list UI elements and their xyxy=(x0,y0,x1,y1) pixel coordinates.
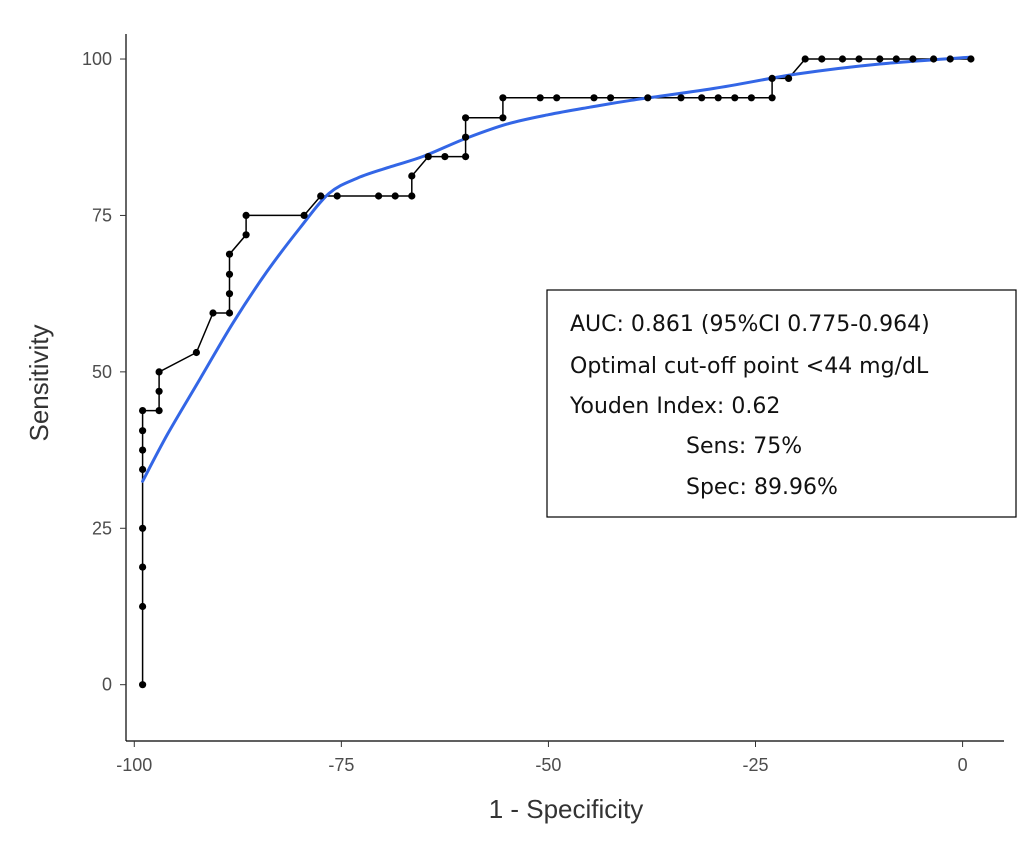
smoothed-roc-curve xyxy=(141,55,973,483)
roc-point xyxy=(300,211,308,219)
roc-point xyxy=(714,94,722,102)
roc-point xyxy=(391,192,399,200)
roc-point xyxy=(698,94,706,102)
roc-point xyxy=(139,563,147,571)
roc-point xyxy=(225,309,234,317)
y-tick-label: 0 xyxy=(102,675,112,695)
roc-point xyxy=(553,94,561,102)
x-tick-label: -25 xyxy=(743,755,769,775)
annotation-auc: AUC: 0.861 (95%CI 0.775-0.964) xyxy=(570,312,930,337)
roc-point xyxy=(139,407,147,415)
x-tick-label: -75 xyxy=(328,755,354,775)
roc-point xyxy=(225,290,234,298)
roc-point xyxy=(855,55,863,63)
x-axis-title: 1 - Specificity xyxy=(489,794,644,824)
roc-point xyxy=(242,231,250,239)
annotation-box: AUC: 0.861 (95%CI 0.775-0.964) Optimal c… xyxy=(546,289,1017,518)
roc-point xyxy=(424,153,432,161)
roc-point xyxy=(139,446,147,454)
x-tick-label: 0 xyxy=(958,755,968,775)
roc-point xyxy=(225,250,234,258)
roc-point xyxy=(747,94,756,102)
roc-point xyxy=(607,94,615,102)
axes: -100 -75 -50 -25 0 0 25 50 75 100 xyxy=(82,34,1004,775)
y-tick-label: 50 xyxy=(92,362,112,382)
roc-point xyxy=(441,153,449,161)
roc-point xyxy=(139,524,147,532)
roc-point xyxy=(209,309,217,317)
annotation-spec: Spec: 89.96% xyxy=(686,475,838,500)
y-tick-label: 100 xyxy=(82,49,112,69)
roc-point xyxy=(930,55,938,63)
roc-point xyxy=(838,55,847,63)
chart-marks xyxy=(139,55,975,689)
roc-point xyxy=(462,133,470,141)
roc-point xyxy=(317,192,325,200)
roc-point xyxy=(801,55,809,63)
x-tick-label: -50 xyxy=(535,755,561,775)
annotation-sens: Sens: 75% xyxy=(686,434,802,459)
roc-point xyxy=(677,94,685,102)
roc-point xyxy=(731,94,739,102)
roc-point xyxy=(462,114,470,122)
roc-point xyxy=(499,114,507,122)
roc-point xyxy=(139,427,147,435)
roc-point xyxy=(590,94,598,102)
roc-point xyxy=(876,55,884,63)
roc-point xyxy=(768,74,776,82)
roc-point xyxy=(499,94,507,102)
roc-point xyxy=(644,94,652,102)
roc-point xyxy=(155,368,163,376)
roc-point xyxy=(139,602,147,611)
roc-point xyxy=(408,192,416,200)
roc-point xyxy=(242,211,250,219)
roc-point xyxy=(967,55,975,63)
roc-point xyxy=(536,94,544,102)
roc-point xyxy=(818,55,826,63)
x-tick-label: -100 xyxy=(116,755,152,775)
roc-point xyxy=(462,153,470,161)
roc-point xyxy=(785,74,793,82)
roc-point xyxy=(892,55,900,63)
roc-point xyxy=(909,55,917,63)
y-axis-title: Sensitivity xyxy=(24,324,54,441)
roc-point xyxy=(408,172,416,180)
y-tick-label: 25 xyxy=(92,518,112,538)
roc-point xyxy=(192,348,200,357)
roc-point xyxy=(768,94,776,102)
annotation-frame xyxy=(546,289,1017,518)
roc-point xyxy=(139,465,147,474)
roc-point xyxy=(139,681,147,689)
roc-point xyxy=(375,192,383,200)
annotation-cutoff: Optimal cut-off point <44 mg/dL xyxy=(570,354,929,379)
annotation-youden: Youden Index: 0.62 xyxy=(569,394,780,419)
roc-point xyxy=(155,407,163,415)
roc-point xyxy=(946,55,954,63)
roc-point xyxy=(225,270,234,278)
y-tick-label: 75 xyxy=(92,205,112,225)
roc-point xyxy=(333,192,341,200)
roc-point xyxy=(155,387,163,395)
